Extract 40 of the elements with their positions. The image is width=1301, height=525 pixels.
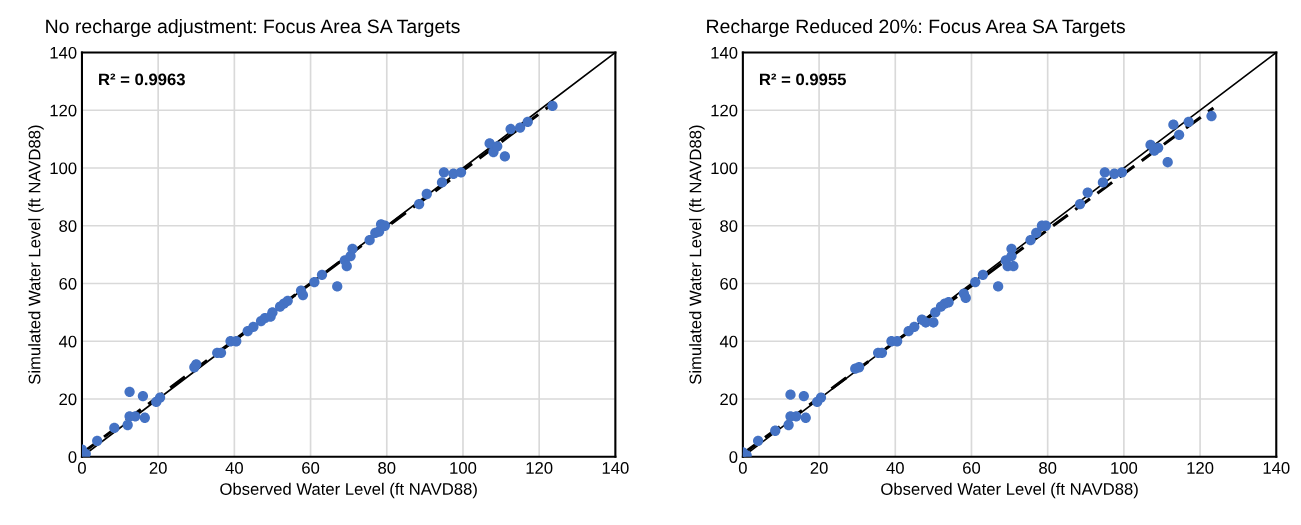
y-tick-label: 0 — [68, 451, 77, 463]
chart-title: Recharge Reduced 20%: Focus Area SA Targets — [707, 18, 1125, 38]
y-tick-label: 40 — [58, 335, 77, 348]
x-tick-label: 100 — [1111, 462, 1138, 474]
x-tick-label: 120 — [526, 462, 553, 474]
y-tick-label: 40 — [719, 335, 738, 348]
x-axis-title: Observed Water Level (ft NAVD88) — [220, 482, 477, 499]
y-tick-label: 80 — [59, 220, 77, 232]
x-tick-label: 120 — [1187, 462, 1214, 474]
annotation: R² = 0.9963 — [99, 73, 185, 86]
x-axis-title: Observed Water Level (ft NAVD88) — [881, 482, 1138, 499]
y-tick-label: 80 — [720, 220, 738, 232]
y-tick-label: 60 — [59, 277, 77, 290]
y-tick-label: 20 — [720, 393, 738, 406]
y-tick-label: 140 — [711, 46, 738, 59]
y-tick-label: 20 — [59, 393, 77, 406]
annotation: R² = 0.9955 — [759, 73, 846, 86]
x-tick-label: 20 — [810, 462, 828, 474]
x-tick-label: 80 — [1039, 462, 1057, 474]
x-tick-label: 20 — [149, 462, 167, 474]
x-tick-label: 60 — [963, 462, 981, 474]
x-tick-label: 140 — [1263, 462, 1290, 474]
y-axis-title: Simulated Water Level (ft NAVD88) — [28, 125, 44, 384]
x-tick-label: 0 — [738, 462, 747, 474]
x-tick-label: 40 — [886, 462, 904, 474]
x-tick-label: 100 — [450, 462, 477, 474]
y-tick-label: 120 — [50, 104, 77, 117]
x-tick-label: 40 — [225, 462, 243, 474]
chart-title: No recharge adjustment: Focus Area SA Targets — [46, 18, 460, 38]
y-tick-label: 100 — [711, 162, 738, 175]
y-tick-label: 100 — [50, 162, 77, 175]
y-tick-label: 140 — [50, 46, 77, 59]
y-tick-label: 120 — [711, 104, 738, 117]
y-tick-label: 0 — [729, 451, 738, 463]
x-tick-label: 140 — [602, 462, 629, 474]
x-tick-label: 0 — [77, 462, 86, 474]
x-tick-label: 60 — [302, 462, 320, 474]
y-axis-title: Simulated Water Level (ft NAVD88) — [689, 125, 705, 384]
x-tick-label: 80 — [378, 462, 396, 474]
y-tick-label: 60 — [720, 277, 738, 290]
